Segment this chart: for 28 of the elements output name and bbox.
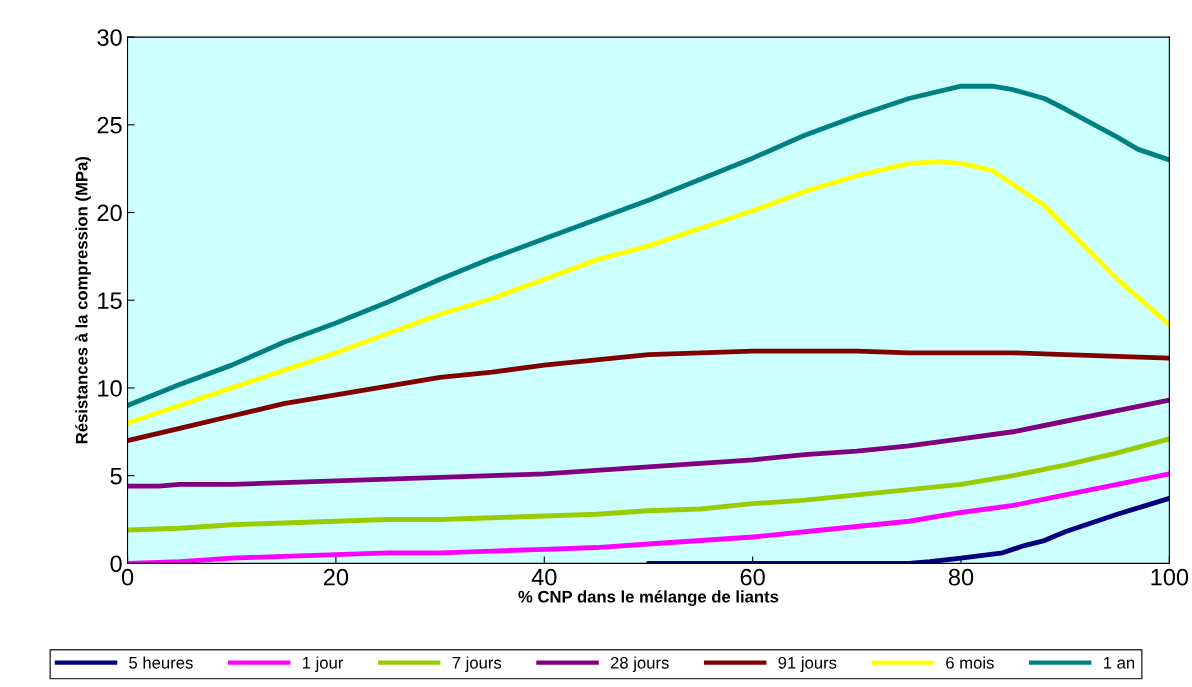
line-series	[127, 83, 1170, 408]
line-series	[646, 496, 1170, 564]
x-axis-title: % CNP dans le mélange de liants	[518, 590, 779, 606]
y-axis-title: Résistances à la compression (MPa)	[75, 157, 91, 444]
y-tick-label: 30	[97, 29, 122, 46]
y-tick-label: 20	[97, 204, 122, 222]
y-tick-label: 25	[97, 116, 122, 134]
legend-label: 1 jour	[302, 656, 344, 672]
line-series	[127, 159, 1170, 426]
x-tick-label: 100	[1151, 568, 1189, 586]
legend-label: 1 an	[1104, 657, 1135, 669]
y-tick-label: 15	[98, 292, 122, 310]
legend-label: 5 heures	[129, 656, 193, 669]
line-series	[127, 348, 1170, 443]
legend-label: 91 jours	[778, 656, 837, 672]
y-tick-label: 0	[110, 555, 122, 573]
x-tick-label: 80	[948, 568, 974, 586]
legend-label: 28 jours	[610, 656, 669, 672]
line-series	[127, 397, 1170, 489]
y-tick-label: 10	[98, 379, 122, 397]
legend-label: 7 jours	[452, 656, 502, 672]
line-series	[127, 436, 1170, 533]
x-tick-label: 60	[740, 568, 765, 586]
x-tick-label: 20	[323, 568, 349, 586]
legend-label: 6 mois	[946, 656, 994, 669]
x-tick-label: 40	[531, 568, 557, 586]
y-tick-label: 5	[110, 467, 122, 485]
x-tick-label: 0	[121, 568, 134, 586]
